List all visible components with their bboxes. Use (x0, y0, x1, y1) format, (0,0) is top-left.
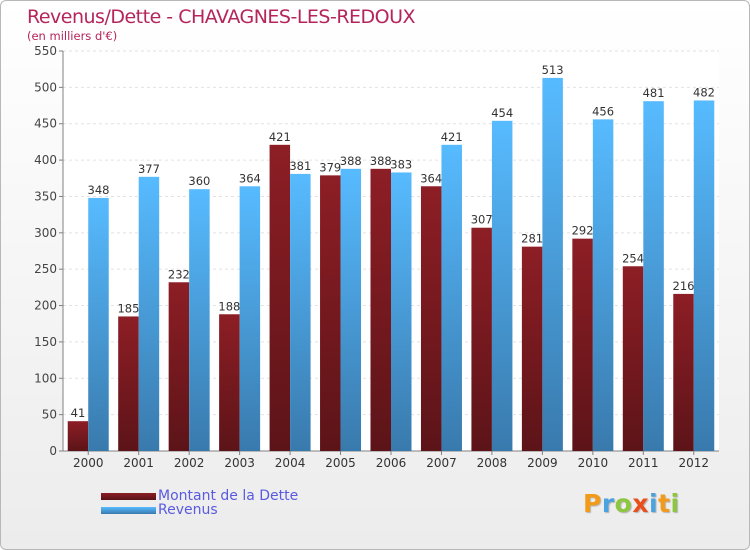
y-tick-label: 400 (34, 153, 57, 167)
data-label-revenus-2012: 482 (693, 85, 715, 99)
bar-revenus-2004 (290, 173, 311, 451)
bar-dette-2003 (219, 314, 240, 451)
data-label-revenus-2006: 383 (390, 157, 412, 171)
bar-dette-2009 (521, 246, 543, 451)
y-tick-label: 150 (34, 335, 57, 349)
x-tick-label: 2008 (477, 456, 508, 470)
data-label-dette-2012: 216 (673, 279, 695, 293)
y-tick-label: 250 (34, 262, 57, 276)
y-tick-label: 550 (34, 44, 57, 58)
x-tick-label: 2000 (73, 456, 104, 470)
data-label-revenus-2001: 377 (138, 162, 160, 176)
bar-revenus-2000 (88, 197, 109, 451)
data-label-dette-2009: 281 (521, 232, 543, 246)
data-label-revenus-2004: 381 (289, 159, 311, 173)
bar-dette-2006 (370, 168, 391, 451)
bar-dette-2005 (320, 175, 341, 451)
y-tick-label: 450 (34, 117, 57, 131)
data-label-dette-2007: 364 (420, 171, 442, 185)
x-tick-label: 2010 (578, 456, 609, 470)
bar-dette-2001 (118, 316, 139, 451)
legend-label-revenus: Revenus (158, 502, 218, 518)
bar-revenus-2007 (441, 144, 462, 451)
data-label-revenus-2007: 421 (441, 130, 463, 144)
data-label-dette-2006: 388 (370, 154, 392, 168)
data-label-revenus-2011: 481 (643, 86, 665, 100)
legend-swatch-revenus (101, 506, 156, 514)
bar-revenus-2010 (592, 119, 614, 451)
legend-swatch-dette (101, 492, 156, 500)
bar-revenus-2008 (491, 120, 513, 452)
x-tick-label: 2003 (224, 456, 255, 470)
bar-revenus-2005 (340, 168, 362, 451)
legend-label-dette: Montant de la Dette (158, 488, 299, 504)
x-tick-label: 2001 (123, 456, 154, 470)
bar-revenus-2009 (542, 77, 563, 451)
data-label-revenus-2009: 513 (542, 63, 564, 77)
x-tick-label: 2011 (628, 456, 659, 470)
logo-letter: t (658, 489, 671, 518)
bar-dette-2002 (168, 282, 190, 451)
y-tick-label: 50 (42, 408, 57, 422)
data-label-dette-2005: 379 (319, 160, 341, 174)
y-tick-label: 350 (34, 189, 57, 203)
x-tick-label: 2012 (678, 456, 709, 470)
logo-letter: i (649, 489, 659, 518)
data-label-dette-2004: 421 (269, 130, 291, 144)
data-label-dette-2008: 307 (471, 213, 493, 227)
data-label-dette-2003: 188 (218, 299, 240, 313)
bar-revenus-2001 (138, 176, 160, 451)
data-label-dette-2001: 185 (117, 301, 139, 315)
bar-dette-2000 (67, 421, 89, 451)
bar-revenus-2003 (239, 186, 261, 452)
y-tick-label: 300 (34, 226, 57, 240)
chart-subtitle: (en milliers d'€) (27, 29, 118, 43)
data-label-revenus-2000: 348 (88, 183, 110, 197)
legend-item-revenus: Revenus (101, 502, 218, 518)
bar-revenus-2006 (391, 172, 412, 452)
x-tick-label: 2009 (527, 456, 558, 470)
y-tick-label: 500 (34, 80, 57, 94)
logo-letter: P (583, 489, 602, 518)
data-label-dette-2010: 292 (572, 224, 594, 238)
data-label-dette-2000: 41 (71, 406, 86, 420)
x-tick-label: 2005 (325, 456, 356, 470)
y-tick-label: 0 (49, 444, 57, 458)
data-label-revenus-2010: 456 (592, 104, 614, 118)
data-label-dette-2002: 232 (168, 267, 190, 281)
bar-dette-2008 (471, 227, 492, 451)
data-label-revenus-2002: 360 (188, 174, 210, 188)
bar-dette-2004 (269, 144, 291, 451)
bar-revenus-2011 (643, 101, 664, 451)
data-label-revenus-2008: 454 (491, 106, 513, 120)
data-label-dette-2011: 254 (622, 251, 644, 265)
logo-letter: r (601, 489, 615, 518)
legend-item-dette: Montant de la Dette (101, 488, 298, 504)
x-tick-label: 2006 (376, 456, 407, 470)
logo-letter: x (632, 489, 649, 518)
proxiti-logo: Proxiti (583, 489, 680, 518)
x-tick-label: 2004 (275, 456, 306, 470)
logo-letter: i (670, 489, 680, 518)
bar-dette-2010 (572, 238, 593, 451)
bar-revenus-2012 (693, 100, 715, 452)
bar-dette-2007 (420, 186, 442, 452)
data-label-revenus-2003: 364 (239, 171, 261, 185)
y-tick-label: 100 (34, 371, 57, 385)
logo-letter: o (614, 489, 633, 518)
bar-revenus-2002 (189, 189, 210, 451)
chart-title: Revenus/Dette - CHAVAGNES-LES-REDOUX (27, 6, 416, 28)
x-tick-label: 2007 (426, 456, 457, 470)
x-tick-label: 2002 (174, 456, 205, 470)
bar-dette-2011 (622, 266, 644, 451)
y-tick-label: 200 (34, 299, 57, 313)
data-label-revenus-2005: 388 (340, 154, 362, 168)
bar-dette-2012 (673, 293, 694, 451)
